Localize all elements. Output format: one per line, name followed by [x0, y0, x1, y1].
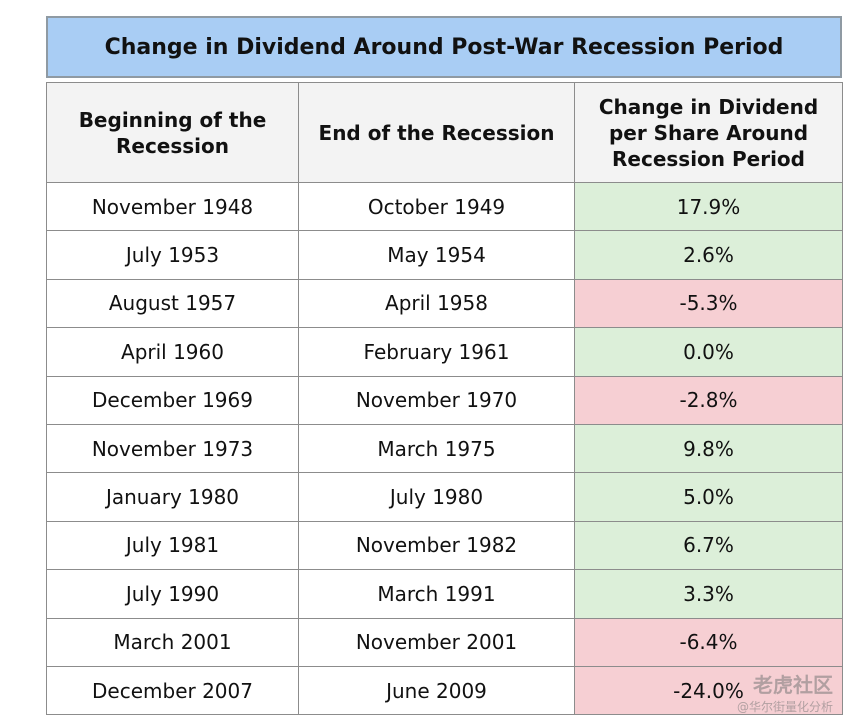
table-row: July 1990 March 1991 3.3% — [46, 569, 843, 619]
cell-end: March 1975 — [298, 423, 575, 474]
cell-end: June 2009 — [298, 665, 575, 716]
table-row: December 1969 November 1970 -2.8% — [46, 375, 843, 425]
cell-begin: July 1953 — [46, 230, 299, 280]
column-header-change: Change in Dividend per Share Around Rece… — [574, 82, 843, 183]
cell-begin: July 1981 — [46, 520, 299, 571]
cell-change: 6.7% — [574, 520, 843, 571]
column-header-begin: Beginning of the Recession — [46, 82, 299, 183]
table-row: August 1957 April 1958 -5.3% — [46, 278, 843, 329]
cell-end: November 2001 — [298, 617, 575, 667]
cell-begin: August 1957 — [46, 278, 299, 329]
cell-begin: July 1990 — [46, 569, 299, 619]
cell-change: 17.9% — [574, 181, 843, 232]
cell-change: 0.0% — [574, 327, 843, 377]
recession-dividend-table: Beginning of the Recession End of the Re… — [46, 82, 843, 716]
cell-end: May 1954 — [298, 230, 575, 280]
cell-change: 2.6% — [574, 230, 843, 280]
cell-change: -6.4% — [574, 617, 843, 667]
table-row: April 1960 February 1961 0.0% — [46, 327, 843, 377]
cell-end: November 1982 — [298, 520, 575, 571]
cell-end: July 1980 — [298, 472, 575, 522]
cell-begin: December 1969 — [46, 375, 299, 425]
cell-begin: April 1960 — [46, 327, 299, 377]
cell-change: -24.0% — [574, 665, 843, 716]
cell-begin: November 1948 — [46, 181, 299, 232]
table-container: Change in Dividend Around Post-War Reces… — [46, 16, 843, 716]
table-row: March 2001 November 2001 -6.4% — [46, 617, 843, 667]
table-row: December 2007 June 2009 -24.0% — [46, 665, 843, 716]
cell-end: February 1961 — [298, 327, 575, 377]
table-row: November 1973 March 1975 9.8% — [46, 423, 843, 474]
cell-change: 3.3% — [574, 569, 843, 619]
cell-begin: December 2007 — [46, 665, 299, 716]
cell-end: October 1949 — [298, 181, 575, 232]
table-row: November 1948 October 1949 17.9% — [46, 181, 843, 232]
cell-change: -5.3% — [574, 278, 843, 329]
cell-end: March 1991 — [298, 569, 575, 619]
cell-change: 5.0% — [574, 472, 843, 522]
table-row: July 1981 November 1982 6.7% — [46, 520, 843, 571]
table-title: Change in Dividend Around Post-War Reces… — [46, 16, 842, 78]
cell-begin: January 1980 — [46, 472, 299, 522]
cell-end: November 1970 — [298, 375, 575, 425]
table-row: July 1953 May 1954 2.6% — [46, 230, 843, 280]
cell-begin: November 1973 — [46, 423, 299, 474]
cell-begin: March 2001 — [46, 617, 299, 667]
header-row: Beginning of the Recession End of the Re… — [46, 82, 843, 183]
cell-change: -2.8% — [574, 375, 843, 425]
cell-end: April 1958 — [298, 278, 575, 329]
cell-change: 9.8% — [574, 423, 843, 474]
table-body: November 1948 October 1949 17.9% July 1953 M… — [46, 181, 843, 716]
column-header-end: End of the Recession — [298, 82, 575, 183]
table-row: January 1980 July 1980 5.0% — [46, 472, 843, 522]
